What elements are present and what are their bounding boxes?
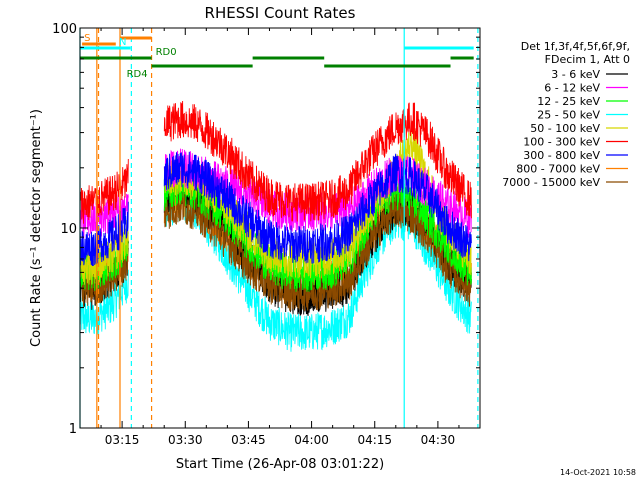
flag-label-s: S <box>84 33 90 44</box>
x-tick-label: 04:15 <box>357 433 392 447</box>
legend-label: 25 - 50 keV <box>537 109 600 122</box>
flag-label-rd0: RD0 <box>156 47 177 58</box>
x-axis-label: Start Time (26-Apr-08 03:01:22) <box>176 457 384 472</box>
footer-timestamp: 14-Oct-2021 10:58 <box>560 468 636 477</box>
y-tick-label: 10 <box>60 222 77 237</box>
x-tick-label: 03:15 <box>105 433 140 447</box>
chart-title: RHESSI Count Rates <box>205 4 356 22</box>
legend-label: 7000 - 15000 keV <box>502 176 600 189</box>
legend-label: 12 - 25 keV <box>537 95 600 108</box>
flag-bar-layer: S N RD0 RD4 <box>80 33 474 80</box>
axis-layer: 03:15 03:30 03:45 04:00 04:15 04:30 1 10 100 <box>52 22 481 447</box>
y-axis-label: Count Rate (s⁻¹ detector segment⁻¹) <box>29 109 44 347</box>
x-tick-label: 04:00 <box>294 433 329 447</box>
x-tick-label: 03:30 <box>168 433 203 447</box>
legend-header-line-1: Det 1f,3f,4f,5f,6f,9f, <box>521 40 630 53</box>
legend-label: 100 - 300 keV <box>523 136 600 149</box>
legend-label: 6 - 12 keV <box>544 82 600 95</box>
flag-label-n: N <box>119 37 126 48</box>
y-tick-label: 1 <box>69 422 77 437</box>
series-layer <box>80 100 472 352</box>
x-tick-label: 04:30 <box>421 433 456 447</box>
legend-label: 50 - 100 keV <box>530 122 600 135</box>
legend-header-line-2: FDecim 1, Att 0 <box>545 53 630 66</box>
y-tick-label: 100 <box>52 22 77 37</box>
flag-label-rd4: RD4 <box>127 69 148 80</box>
legend: Det 1f,3f,4f,5f,6f,9f, FDecim 1, Att 0 3… <box>502 40 630 189</box>
x-tick-label: 03:45 <box>231 433 266 447</box>
legend-label: 300 - 800 keV <box>523 149 600 162</box>
legend-label: 3 - 6 keV <box>551 68 600 81</box>
legend-label: 800 - 7000 keV <box>516 163 600 176</box>
